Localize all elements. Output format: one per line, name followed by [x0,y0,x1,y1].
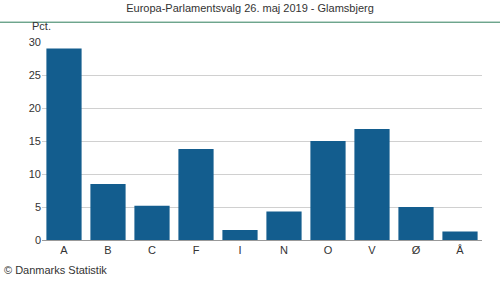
svg-text:Å: Å [456,244,464,256]
svg-text:Ø: Ø [412,244,421,256]
svg-text:F: F [193,244,200,256]
svg-text:10: 10 [29,168,41,180]
svg-text:Pct.: Pct. [32,20,51,32]
svg-text:O: O [324,244,333,256]
svg-text:0: 0 [35,234,41,246]
svg-text:Europa-Parlamentsvalg 26. maj: Europa-Parlamentsvalg 26. maj 2019 - Gla… [126,2,374,14]
svg-text:30: 30 [29,36,41,48]
svg-text:N: N [280,244,288,256]
svg-text:A: A [60,244,68,256]
svg-text:I: I [238,244,241,256]
svg-text:B: B [104,244,111,256]
svg-text:15: 15 [29,135,41,147]
svg-text:5: 5 [35,201,41,213]
svg-text:C: C [148,244,156,256]
svg-text:© Danmarks Statistik: © Danmarks Statistik [4,264,107,276]
svg-text:25: 25 [29,69,41,81]
svg-text:20: 20 [29,102,41,114]
svg-text:V: V [368,244,376,256]
